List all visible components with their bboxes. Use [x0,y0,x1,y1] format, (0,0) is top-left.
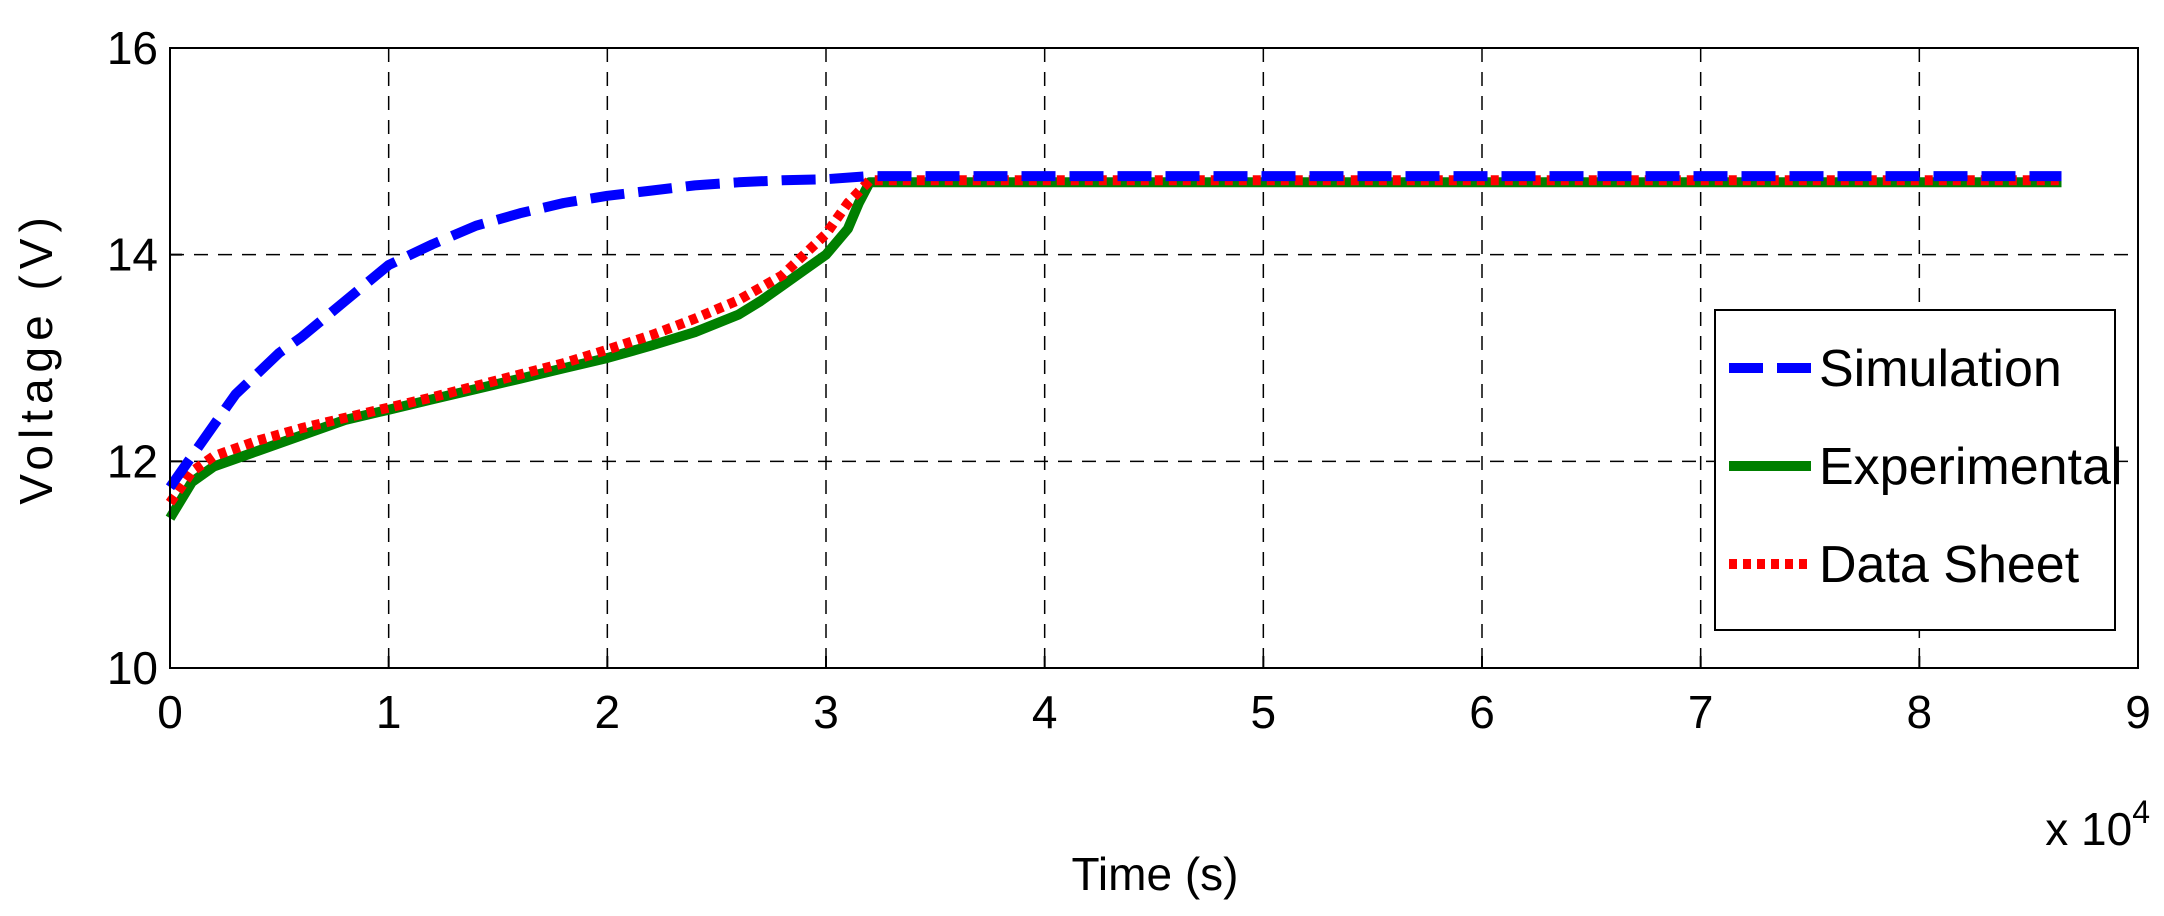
x-axis-multiplier: x 104 [2045,794,2150,855]
series-line-experimental [165,177,2062,521]
y-tick-label: 14 [107,229,158,281]
series-line-simulation [165,171,2062,491]
x-tick-label: 9 [2125,686,2151,738]
x-tick-label: 5 [1251,686,1277,738]
x-tick-label: 6 [1469,686,1495,738]
x-axis-label: Time (s) [1072,848,1239,900]
y-axis-label: Voltage (V) [10,211,62,505]
legend-label: Data Sheet [1819,536,2080,594]
x-tick-label: 1 [376,686,402,738]
series-lines [165,171,2062,521]
x-tick-label: 4 [1032,686,1058,738]
legend-label: Simulation [1819,340,2062,398]
plot-frame [169,47,2139,669]
y-tick-label: 16 [107,22,158,74]
y-tick-labels: 10 12 14 16 [107,22,182,694]
x-tick-label: 2 [595,686,621,738]
x-axis-multiplier-exponent: 4 [2132,794,2150,830]
x-tick-label: 0 [157,686,183,738]
x-axis-multiplier-base: x 10 [2045,803,2132,855]
legend-label: Experimental [1819,438,2122,496]
x-tick-label: 8 [1907,686,1933,738]
y-tick-label: 10 [107,642,158,694]
x-tick-label: 3 [813,686,839,738]
legend: Simulation Experimental Data Sheet [1714,309,2122,631]
x-tick-label: 7 [1688,686,1714,738]
y-tick-label: 12 [107,435,158,487]
x-tick-labels: 0 1 2 3 4 5 6 7 8 9 [157,656,2151,738]
